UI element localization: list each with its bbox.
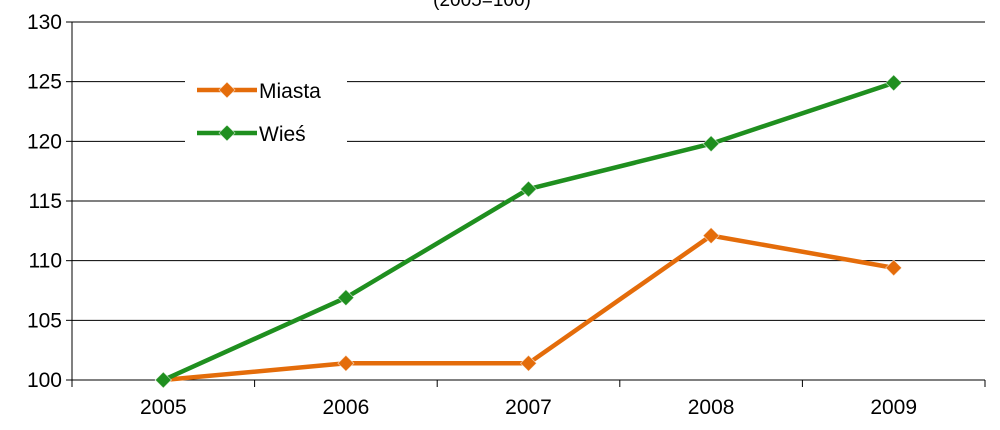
y-axis: 100 105 110 115 120 125 130 (27, 11, 73, 392)
series-1-point-2007 (519, 180, 538, 198)
y-tick-label-130: 130 (27, 11, 62, 34)
y-tick-label-100: 100 (27, 369, 62, 392)
legend-label-0: Miasta (259, 80, 321, 103)
y-tick-label-120: 120 (27, 130, 62, 153)
y-tick-label-110: 110 (29, 250, 62, 273)
y-tick-label-115: 115 (29, 190, 62, 213)
series-0-point-2006 (337, 354, 355, 372)
legend-label-1: Wieś (259, 123, 306, 146)
x-tick-label-2008: 2008 (688, 396, 735, 419)
series-1-point-2009 (885, 74, 903, 92)
legend-swatch-marker-0 (218, 81, 236, 99)
series-0-point-2007 (519, 354, 538, 372)
y-tick-label-125: 125 (27, 71, 62, 94)
x-tick-label-2006: 2006 (323, 396, 370, 419)
series-group (154, 74, 903, 389)
y-tick-label-105: 105 (27, 309, 62, 332)
legend: Miasta Wieś (185, 62, 347, 152)
legend-swatch-marker-1 (218, 124, 236, 142)
series-0-point-2009 (885, 259, 903, 277)
series-1-point-2008 (702, 135, 720, 153)
series-0-point-2008 (702, 227, 720, 245)
x-tick-label-2009: 2009 (870, 396, 917, 419)
x-axis: 2005 2006 2007 2008 2009 (71, 379, 986, 419)
x-tick-label-2005: 2005 (140, 396, 187, 419)
series-1-point-2005 (154, 371, 172, 389)
x-tick-label-2007: 2007 (505, 396, 552, 419)
series-1-point-2006 (337, 289, 355, 307)
chart-title: (2005=100) (433, 0, 531, 11)
legend-box (185, 62, 347, 152)
